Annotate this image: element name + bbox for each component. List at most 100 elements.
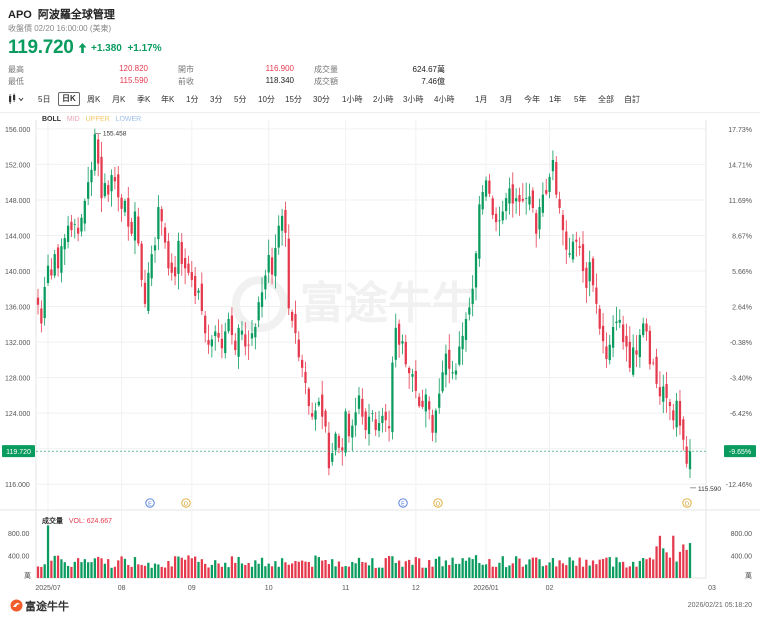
volume-bar — [260, 557, 264, 578]
volume-bar — [668, 557, 672, 578]
period-tab-15[interactable]: 4小時 — [434, 95, 455, 104]
candle-body — [394, 327, 397, 360]
period-tab-2[interactable]: 周K — [87, 95, 101, 104]
volume-bar — [160, 566, 163, 578]
volume-bar — [618, 562, 621, 578]
period-tab-5[interactable]: 年K — [161, 95, 175, 104]
volume-bar — [638, 560, 641, 578]
period-tab-21[interactable]: 全部 — [598, 95, 614, 104]
volume-bar — [354, 563, 357, 578]
candle-body — [658, 387, 662, 397]
candle-body — [150, 254, 153, 279]
volume-bar — [374, 567, 377, 578]
period-tab-1[interactable]: 日K — [58, 92, 80, 106]
volume-bar — [76, 558, 80, 578]
candle-body — [274, 247, 277, 277]
period-tab-18[interactable]: 今年 — [524, 95, 540, 104]
boll-lower-label: LOWER — [115, 116, 142, 123]
volume-bar — [217, 563, 220, 578]
last-price-tag-text: 119.720 — [6, 449, 31, 456]
period-tab-4[interactable]: 季K — [137, 95, 151, 104]
candle-body — [374, 419, 377, 431]
volume-bar — [183, 559, 187, 578]
candle-body — [638, 334, 641, 358]
candle-body — [73, 223, 76, 225]
candle-body — [133, 211, 137, 241]
volume-bar — [107, 559, 110, 578]
last-pct-tag-text: -9.65% — [729, 449, 751, 456]
volume-bar — [528, 559, 531, 578]
candle-body — [591, 258, 595, 286]
candle-body — [143, 282, 147, 304]
up-arrow-icon — [78, 43, 87, 53]
period-tab-9[interactable]: 10分 — [258, 95, 275, 104]
volume-bar — [621, 561, 625, 578]
price-change: +1.380 +1.17% — [91, 43, 162, 54]
period-tab-16[interactable]: 1月 — [475, 95, 488, 104]
chart-type-icon[interactable] — [7, 93, 25, 105]
volume-bar — [200, 559, 203, 578]
candle-body — [260, 292, 264, 307]
event-marker-letter: E — [148, 502, 152, 508]
volume-label: 成交量 — [314, 65, 338, 74]
change-percent: +1.17% — [127, 43, 162, 54]
period-tab-10[interactable]: 15分 — [285, 95, 302, 104]
period-tab-22[interactable]: 自訂 — [624, 95, 640, 104]
volume-bar — [190, 558, 193, 578]
prev-close-label: 前收 — [178, 77, 194, 86]
volume-bar — [177, 556, 180, 578]
volume-bar — [304, 561, 307, 578]
period-tab-13[interactable]: 2小時 — [373, 95, 394, 104]
volume-bar — [642, 558, 645, 578]
candle-body — [645, 323, 648, 332]
period-tab-14[interactable]: 3小時 — [403, 95, 424, 104]
period-tab-6[interactable]: 1分 — [186, 95, 199, 104]
volume-bar — [157, 564, 160, 578]
volume-bar — [511, 563, 514, 578]
volume-bar — [227, 567, 230, 578]
candle-body — [324, 410, 327, 427]
volume-bar — [628, 566, 631, 578]
volume-bar — [601, 559, 605, 578]
period-tab-8[interactable]: 5分 — [234, 95, 247, 104]
x-month-label: 12 — [412, 585, 420, 592]
candle-body — [535, 213, 538, 234]
volume-bar — [575, 565, 578, 578]
dividend-marker-icon — [682, 498, 692, 508]
volume-bar — [655, 546, 658, 578]
period-tab-19[interactable]: 1年 — [549, 95, 562, 104]
volume-bar — [401, 566, 404, 578]
candle-body — [384, 411, 387, 421]
volume-bar — [364, 562, 367, 578]
volume-bar — [317, 557, 320, 578]
volume-bar — [341, 566, 344, 578]
period-tab-0[interactable]: 5日 — [38, 95, 51, 104]
period-tab-3[interactable]: 月K — [112, 95, 126, 104]
period-tab-17[interactable]: 3月 — [500, 95, 513, 104]
volume-bar — [46, 525, 50, 578]
period-tab-7[interactable]: 3分 — [210, 95, 223, 104]
period-tab-20[interactable]: 5年 — [574, 95, 587, 104]
candle-body — [167, 241, 170, 269]
futu-logo-icon — [10, 599, 23, 612]
volume-bar — [518, 558, 521, 578]
candle-body — [354, 412, 357, 426]
candle-body — [605, 346, 608, 359]
candle-body — [220, 338, 224, 349]
period-tab-11[interactable]: 30分 — [313, 95, 330, 104]
y-tick-label: 148.000 — [5, 198, 30, 205]
volume-bar — [568, 557, 571, 578]
volume-bar — [150, 567, 153, 578]
y-tick-label: 116.000 — [5, 482, 30, 489]
candle-body — [264, 275, 267, 290]
volume-bar — [608, 557, 611, 578]
candle-body — [247, 344, 250, 346]
open-label: 開市 — [178, 65, 194, 74]
candle-body — [458, 346, 461, 365]
period-tab-12[interactable]: 1小時 — [342, 95, 363, 104]
volume-bar — [351, 561, 354, 578]
vol-tick-label-right: 800.00 — [731, 531, 753, 538]
candle-body — [501, 211, 504, 221]
volume-bar — [173, 556, 177, 578]
candle-body — [367, 416, 371, 434]
